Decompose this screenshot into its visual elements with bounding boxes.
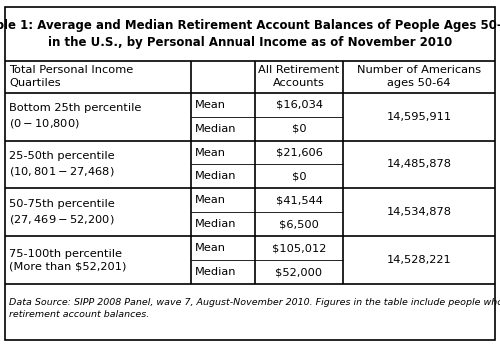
Text: $41,544: $41,544 <box>276 195 322 205</box>
Text: $52,000: $52,000 <box>276 267 322 277</box>
Text: Bottom 25th percentile
($0-$10,800): Bottom 25th percentile ($0-$10,800) <box>9 103 141 130</box>
Text: Table 1: Average and Median Retirement Account Balances of People Ages 50-64
in : Table 1: Average and Median Retirement A… <box>0 19 500 49</box>
Text: $0: $0 <box>292 171 306 181</box>
Text: 14,534,878: 14,534,878 <box>386 208 452 217</box>
Text: Number of Americans
ages 50-64: Number of Americans ages 50-64 <box>357 65 481 88</box>
Text: Total Personal Income
Quartiles: Total Personal Income Quartiles <box>9 65 133 88</box>
Text: Data Source: SIPP 2008 Panel, wave 7, August-November 2010. Figures in the table: Data Source: SIPP 2008 Panel, wave 7, Au… <box>9 298 500 319</box>
Text: 25-50th percentile
($10,801-$27,468): 25-50th percentile ($10,801-$27,468) <box>9 151 115 178</box>
Text: Mean: Mean <box>195 100 226 110</box>
Text: Mean: Mean <box>195 147 226 158</box>
Text: 14,528,221: 14,528,221 <box>386 255 452 265</box>
Text: Mean: Mean <box>195 243 226 253</box>
Text: $105,012: $105,012 <box>272 243 326 253</box>
Text: 75-100th percentile
(More than $52,201): 75-100th percentile (More than $52,201) <box>9 249 127 272</box>
Text: 14,595,911: 14,595,911 <box>386 112 452 121</box>
Text: Mean: Mean <box>195 195 226 205</box>
Text: Median: Median <box>195 267 236 277</box>
Text: 14,485,878: 14,485,878 <box>386 160 452 169</box>
Text: $21,606: $21,606 <box>276 147 322 158</box>
Text: $0: $0 <box>292 124 306 134</box>
Text: Median: Median <box>195 171 236 181</box>
Text: Median: Median <box>195 219 236 229</box>
Text: $6,500: $6,500 <box>279 219 319 229</box>
Text: $16,034: $16,034 <box>276 100 322 110</box>
Text: All Retirement
Accounts: All Retirement Accounts <box>258 65 340 88</box>
Text: Median: Median <box>195 124 236 134</box>
Text: 50-75th percentile
($27,469-$52,200): 50-75th percentile ($27,469-$52,200) <box>9 199 115 226</box>
